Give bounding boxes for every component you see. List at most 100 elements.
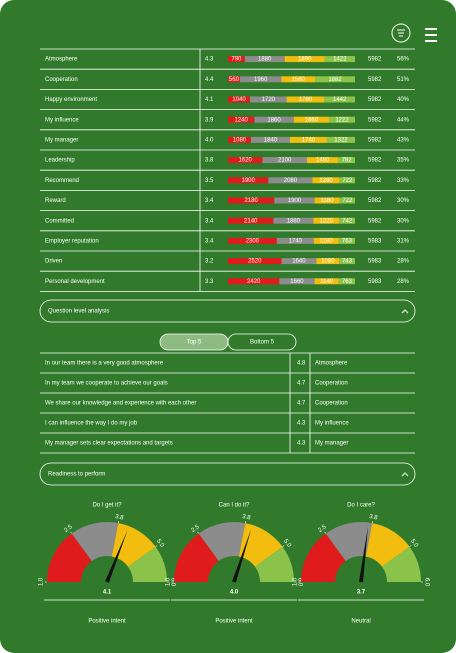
row-share: 31%	[397, 238, 410, 244]
row-score: 3.5	[205, 178, 214, 184]
tab-label: Top 5	[187, 340, 202, 346]
segment-label: 1640	[292, 259, 306, 265]
bar-segment	[228, 237, 277, 244]
row-score: 4.4	[205, 77, 214, 83]
bar-segment	[339, 177, 355, 184]
segment-label: 790	[231, 57, 242, 63]
question: I can influence the way I do my job	[45, 421, 138, 427]
bar-segment	[329, 116, 355, 123]
bar-segment	[315, 76, 355, 83]
segment-label: 1280	[319, 178, 333, 184]
gauge-band	[128, 546, 167, 582]
row-count: 5982	[368, 198, 382, 204]
section-header[interactable]	[39, 462, 416, 486]
row-share: 35%	[397, 158, 410, 164]
gauge-band	[255, 546, 294, 582]
row-label: Leadership	[45, 158, 75, 164]
segment-label: 1960	[254, 77, 268, 83]
bar-segment	[254, 116, 294, 123]
segment-label: 1140	[320, 279, 334, 285]
segment-label: 1620	[239, 158, 253, 164]
gauge-title: Can I do it?	[219, 503, 250, 509]
gauge-tick-label: 1.0	[166, 577, 172, 586]
tab-label: Bottom 5	[250, 340, 275, 346]
section-title: Readiness to perform	[48, 472, 105, 478]
bar-segment	[228, 96, 251, 103]
segment-label: 1880	[258, 57, 272, 63]
row-label: Cooperation	[45, 77, 78, 83]
segment-label: 2100	[278, 158, 292, 164]
segment-label: 742	[342, 218, 353, 224]
segment-label: 1220	[320, 218, 334, 224]
gauge-tick-label: 5.0	[409, 538, 419, 549]
bar-segment	[228, 116, 255, 123]
row-share: 28%	[397, 259, 410, 265]
segment-label: 1740	[302, 137, 316, 143]
gauge-band	[47, 533, 92, 582]
row-count: 5982	[368, 137, 382, 143]
gauge-title: Do I get it?	[92, 503, 122, 509]
chevron	[401, 472, 409, 477]
question: In our team there is a very good atmosph…	[45, 361, 164, 367]
gauge-title: Do I care?	[347, 503, 375, 509]
question: In my team we cooperate to achieve our g…	[45, 381, 168, 387]
row-share: 56%	[397, 57, 410, 63]
gauge-tick-label: 3.8	[369, 514, 379, 522]
bar-segment	[228, 197, 275, 204]
bar-segment	[313, 217, 340, 224]
bar-segment	[326, 136, 355, 143]
row-label: Atmosphere	[45, 57, 78, 63]
segment-label: 1900	[241, 178, 255, 184]
segment-label: 743	[342, 259, 353, 265]
gauge-tick-label: 2.5	[63, 524, 74, 534]
gauge-tick-label: 3.8	[115, 514, 125, 522]
row-count: 5983	[368, 238, 382, 244]
gauge-needle	[359, 526, 369, 583]
bar-segment	[250, 96, 287, 103]
row-share: 43%	[397, 137, 410, 143]
segment-label: 1422	[333, 57, 347, 63]
row-score: 3.9	[205, 117, 214, 123]
row-share: 28%	[397, 279, 410, 285]
gauge-tick-label: 5.0	[282, 538, 292, 549]
bar-segment	[338, 157, 355, 164]
tab[interactable]	[227, 333, 297, 351]
row-count: 5982	[368, 218, 382, 224]
gauge-verdict: Positive intent	[215, 619, 253, 625]
segment-label: 722	[342, 178, 353, 184]
bar-segment	[268, 177, 313, 184]
question: My manager sets clear expectations and t…	[45, 441, 173, 447]
question-dimension: Cooperation	[315, 381, 348, 387]
segment-label: 1720	[262, 97, 276, 103]
segment-label: 1080	[233, 137, 247, 143]
bar-segment	[314, 197, 340, 204]
question-dimension: Cooperation	[315, 401, 348, 407]
bar-segment	[228, 157, 263, 164]
filter-button[interactable]	[391, 23, 411, 43]
segment-label: 763	[342, 238, 353, 244]
bar-segment	[279, 278, 315, 285]
gauge-tick	[197, 531, 199, 534]
row-count: 5982	[368, 97, 382, 103]
question-dimension: My influence	[315, 421, 349, 427]
segment-label: 1180	[320, 238, 334, 244]
segment-label: 1580	[292, 77, 306, 83]
gauge-value: 3.7	[357, 590, 366, 596]
question-score: 4.7	[297, 401, 306, 407]
gauge-tick	[324, 531, 326, 534]
bar-segment	[324, 96, 355, 103]
question-score: 4.7	[297, 381, 306, 387]
gauge-value: 4.0	[230, 590, 239, 596]
segment-label: 2080	[284, 178, 298, 184]
segment-label: 2180	[244, 198, 258, 204]
bar-segment	[228, 177, 269, 184]
gauge-value: 4.1	[103, 590, 112, 596]
segment-label: 763	[342, 279, 353, 285]
section-header[interactable]	[39, 299, 416, 323]
bar-segment	[314, 278, 339, 285]
segment-label: 1890	[298, 57, 312, 63]
menu-button[interactable]	[425, 28, 437, 42]
bar-segment	[312, 177, 340, 184]
segment-label: 722	[342, 198, 353, 204]
gauge-verdict: Positive intent	[88, 619, 126, 625]
